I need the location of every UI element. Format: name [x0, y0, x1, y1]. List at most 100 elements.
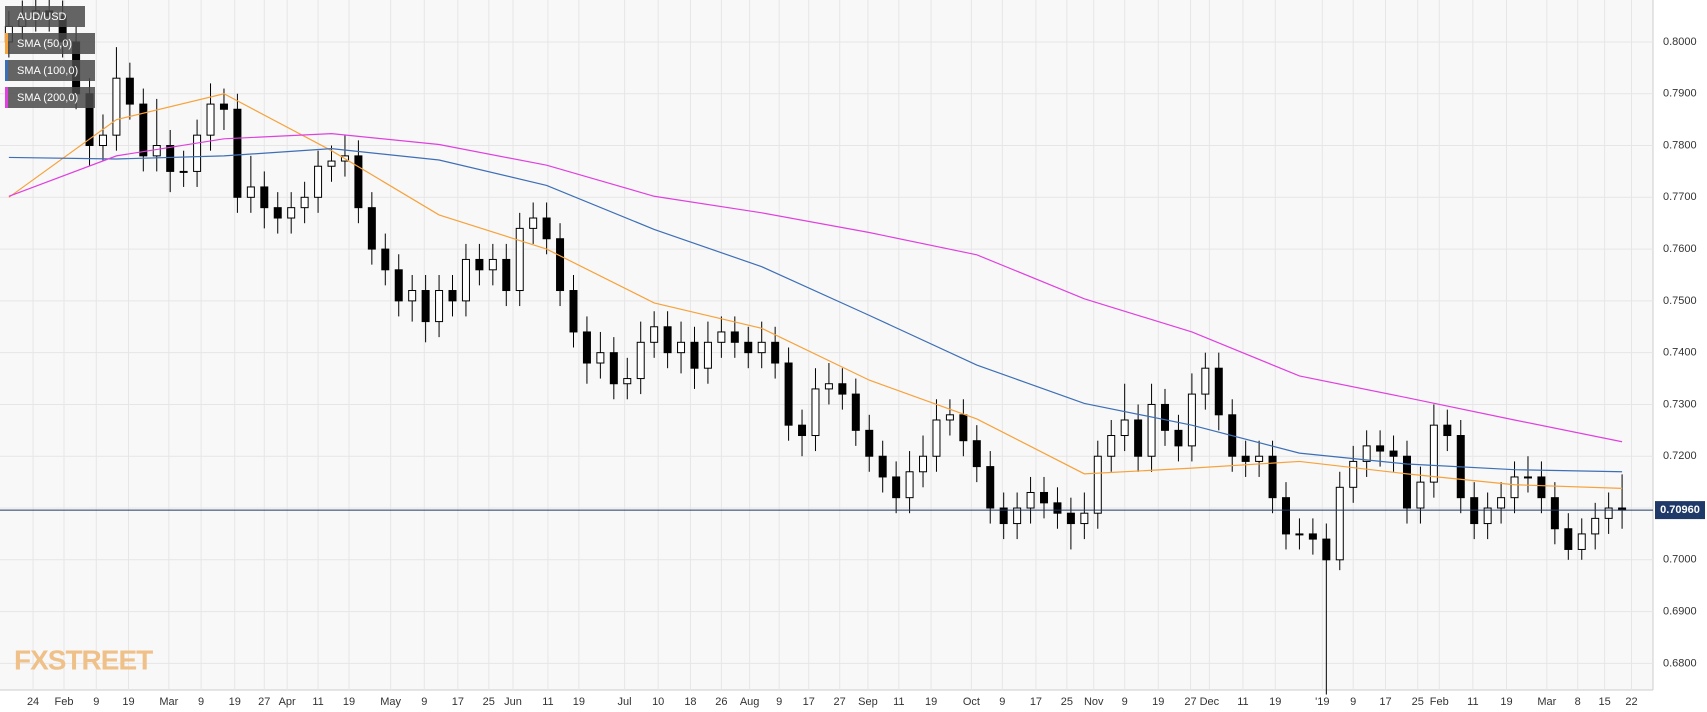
candle-body — [529, 217, 538, 229]
candle-body — [367, 207, 376, 250]
x-tick-label: 11 — [542, 696, 553, 708]
sma-line — [8, 133, 1623, 443]
candle-body — [461, 258, 470, 302]
y-tick-label: 0.7800 — [1663, 139, 1697, 151]
x-tick-label: 9 — [1350, 696, 1356, 708]
candle-body — [1281, 497, 1290, 535]
x-tick-label: '19 — [1315, 696, 1329, 708]
candle-body — [1550, 497, 1559, 530]
candle-body — [1147, 403, 1156, 457]
candle-body — [757, 341, 766, 354]
candle-body — [798, 424, 807, 437]
candle-body — [125, 77, 134, 105]
candle-body — [1013, 507, 1022, 525]
candle-body — [690, 341, 699, 369]
candle-body — [542, 217, 551, 240]
sma-line — [8, 93, 1623, 489]
x-tick-label: 19 — [343, 696, 355, 708]
candle-body — [1349, 460, 1358, 488]
candle-body — [972, 440, 981, 468]
candle-body — [945, 414, 954, 421]
candle-body — [1443, 424, 1452, 437]
legend-swatch — [5, 60, 8, 81]
candle-body — [488, 258, 497, 271]
candle-body — [435, 290, 444, 323]
candle-body — [98, 134, 107, 147]
candle-body — [838, 383, 847, 395]
x-tick-label: Sep — [858, 696, 878, 708]
sma-line — [8, 148, 1623, 473]
x-tick-label: Feb — [55, 696, 74, 708]
candle-body — [596, 352, 605, 364]
candle-body — [1107, 435, 1116, 457]
x-tick-label: 8 — [1575, 696, 1581, 708]
y-tick-label: 0.7300 — [1663, 398, 1697, 410]
candle-body — [771, 341, 780, 364]
x-tick-label: 24 — [27, 696, 39, 708]
candle-body — [354, 155, 363, 209]
y-tick-label: 0.7700 — [1663, 191, 1697, 203]
legend-box — [5, 33, 95, 54]
x-tick-label: 25 — [483, 696, 495, 708]
x-tick-label: 19 — [229, 696, 241, 708]
x-tick-label: 19 — [1269, 696, 1281, 708]
x-tick-label: Dec — [1200, 696, 1220, 708]
last-price-box — [1655, 501, 1705, 520]
x-tick-label: Jun — [504, 696, 522, 708]
candle-body — [1497, 497, 1506, 509]
candle-body — [1174, 429, 1183, 447]
legend-box — [5, 60, 95, 81]
candle-body — [1429, 424, 1438, 483]
x-tick-label: Oct — [963, 696, 980, 708]
candle-body — [1470, 497, 1479, 525]
candle-body — [1523, 476, 1532, 479]
candle-body — [663, 326, 672, 354]
candle-body — [1026, 491, 1035, 509]
legend-box — [5, 87, 95, 108]
candle-body — [515, 227, 524, 292]
x-tick-label: 9 — [776, 696, 782, 708]
x-tick-label: 17 — [1030, 696, 1042, 708]
x-tick-label: 9 — [198, 696, 204, 708]
x-tick-label: 19 — [1152, 696, 1164, 708]
candle-body — [1053, 502, 1062, 514]
candle-body — [1362, 445, 1371, 462]
legend-label: SMA (100,0) — [17, 65, 78, 77]
x-tick-label: 11 — [893, 696, 904, 708]
candle-body — [744, 341, 753, 354]
y-tick-label: 0.7200 — [1663, 450, 1697, 462]
y-tick-label: 0.8000 — [1663, 36, 1697, 48]
candle-body — [1134, 419, 1143, 457]
candle-body — [300, 196, 309, 209]
candle-body — [112, 77, 121, 136]
candle-body — [1080, 512, 1089, 525]
candle-body — [1389, 450, 1398, 457]
x-tick-label: 11 — [1467, 696, 1478, 708]
x-tick-label: 9 — [93, 696, 99, 708]
candle-body — [986, 466, 995, 509]
candle-body — [959, 414, 968, 442]
candle-body — [381, 248, 390, 271]
candle-body — [1402, 455, 1411, 509]
legend-label: AUD/USD — [17, 11, 67, 23]
candle-body — [206, 103, 215, 136]
candle-body — [1564, 528, 1573, 550]
y-tick-label: 0.7400 — [1663, 347, 1697, 359]
candle-body — [287, 207, 296, 219]
candle-body — [623, 378, 632, 385]
legend-label: SMA (200,0) — [17, 92, 78, 104]
candle-body — [166, 145, 175, 172]
candle-body — [502, 258, 511, 292]
x-tick-label: 19 — [925, 696, 937, 708]
x-tick-label: Nov — [1084, 696, 1104, 708]
x-tick-label: 15 — [1598, 696, 1610, 708]
candle-body — [892, 476, 901, 499]
candle-body — [703, 341, 712, 369]
x-tick-label: 26 — [715, 696, 727, 708]
candle-body — [878, 455, 887, 478]
candle-body — [999, 507, 1008, 525]
candle-body — [1577, 533, 1586, 550]
candle-body — [219, 103, 228, 110]
y-tick-label: 0.7000 — [1663, 554, 1697, 566]
x-tick-label: 27 — [1184, 696, 1196, 708]
